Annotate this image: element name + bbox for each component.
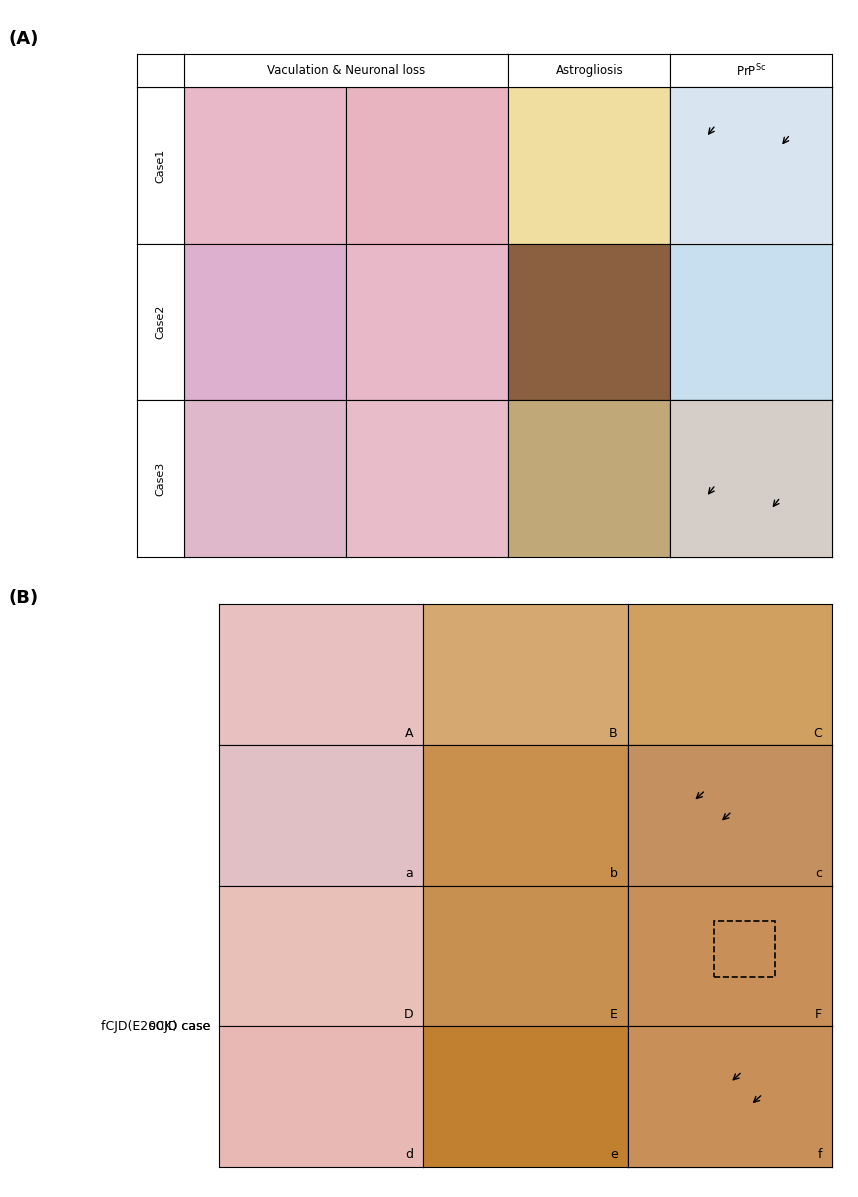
Text: F: F [815, 1008, 822, 1021]
Text: sCJD case: sCJD case [148, 1020, 210, 1033]
Text: (A): (A) [9, 30, 39, 48]
Text: b: b [610, 867, 618, 880]
Text: F: F [815, 1008, 822, 1021]
Text: f: f [818, 1148, 822, 1161]
Text: c: c [815, 867, 822, 880]
Text: PrP$^{\rm Sc}$: PrP$^{\rm Sc}$ [736, 62, 766, 79]
Text: Case3: Case3 [156, 461, 166, 496]
Text: C: C [813, 727, 822, 740]
Text: A: A [405, 727, 413, 740]
Text: (B): (B) [9, 589, 39, 607]
Text: a: a [405, 867, 413, 880]
Text: e: e [610, 1148, 618, 1161]
Text: f: f [818, 1148, 822, 1161]
Text: d: d [405, 1148, 413, 1161]
Text: Vaculation & Neuronal loss: Vaculation & Neuronal loss [268, 65, 426, 77]
Text: Case1: Case1 [156, 148, 166, 183]
Bar [714, 920, 775, 977]
Text: D: D [403, 1008, 413, 1021]
Text: E: E [610, 1008, 618, 1021]
Text: c: c [815, 867, 822, 880]
Text: Astrogliosis: Astrogliosis [555, 65, 623, 77]
Text: B: B [609, 727, 618, 740]
Text: Case2: Case2 [156, 305, 166, 339]
Text: fCJD(E200K) case: fCJD(E200K) case [101, 1020, 210, 1033]
